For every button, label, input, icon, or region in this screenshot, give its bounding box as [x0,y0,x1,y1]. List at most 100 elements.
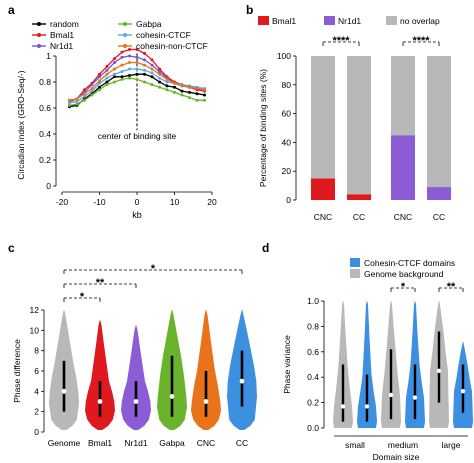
panel-b-bar-1-2 [347,56,371,195]
panel-a-point-0-10 [143,72,146,76]
panel-c-median-5 [239,378,245,384]
panel-a-point-0-15 [180,89,184,93]
panel-a-point-3-6 [113,80,116,84]
panel-a-point-5-18 [203,88,206,92]
panel-a-point-4-11 [150,71,154,75]
panel-d-x-tick-label-0: small [345,440,365,450]
panel-a-legend-marker-0 [37,22,41,26]
panel-a-point-2-3 [90,83,94,87]
panel-a-point-1-7 [120,50,124,54]
panel-c-median-1 [97,399,103,404]
panel-a-x-tick-label: 0 [135,197,140,207]
panel-a-point-1-11 [150,58,154,62]
panel-a-point-1-6 [113,57,116,61]
panel-a-point-4-6 [113,72,116,76]
panel-a-point-4-1 [75,100,79,103]
panel-d-significance-large: ** [438,281,464,293]
panel-b-bar-0-2 [311,56,335,179]
panel-label-a: a [8,3,15,17]
panel-c-y-tick-label: 4 [34,386,39,396]
panel-b-y-tick-label: 100 [277,51,291,61]
panel-a-point-0-7 [120,75,124,79]
panel-a-y-tick-label: 0.4 [39,129,51,139]
panel-a-point-3-5 [105,83,109,87]
panel-c-median-2 [133,399,139,404]
panel-a-legend-marker-5 [123,44,127,48]
panel-b-bar-1-0 [347,194,371,200]
panel-a-x-tick-label: -10 [93,197,106,207]
panel-a-point-1-10 [143,51,146,55]
panel-d-legend-label-0: Genome background [364,269,444,279]
panel-b-legend-swatch-1 [324,16,335,25]
panel-a-point-0-14 [173,85,176,89]
panel-a-point-4-8 [128,67,131,71]
panel-a-point-5-5 [105,72,109,76]
panel-c-significance-genome-nr1d1-label: ** [96,277,105,289]
panel-d-legend-swatch-0 [350,269,360,278]
panel-d-violin-chart: 0.0 0.2 0.4 0.6 0.8 1.0 Phase variance small med… [282,258,473,462]
panel-b-y-tick-label: 40 [282,137,292,147]
panel-a-point-4-3 [90,89,94,93]
panel-a-point-4-9 [135,67,139,71]
panel-a-point-5-9 [135,61,139,64]
panel-a-point-0-6 [113,75,116,79]
panel-a-point-5-7 [120,63,124,67]
panel-d-median-0-0 [340,404,346,409]
panel-b-bar-3-2 [427,56,451,188]
panel-d-y-tick-label: 0.2 [307,398,319,408]
panel-b-y-tick-label: 80 [282,80,292,90]
panel-a-point-5-2 [83,92,86,96]
panel-a-point-1-9 [135,48,139,51]
panel-b-x-tick-label-1: CC [353,212,365,222]
panel-a-point-5-10 [143,63,146,67]
panel-a-point-2-12 [158,70,161,74]
panel-c-x-tick-label-2: Nr1d1 [124,438,147,448]
panel-c-violin-2 [121,325,151,430]
panel-a-point-3-18 [203,98,206,102]
panel-b-x-tick-label-0: CNC [314,212,332,222]
panel-a-point-4-13 [165,80,169,84]
panel-a-x-label: kb [132,210,142,220]
panel-d-median-2-1 [460,388,466,394]
panel-a-point-5-12 [158,72,161,76]
panel-c-y-tick-label: 0 [34,427,39,437]
panel-a-point-5-8 [128,61,131,64]
panel-d-median-1-1 [412,395,418,400]
panel-b-y-tick-label: 20 [282,166,292,176]
panel-a-point-1-8 [128,48,131,51]
panel-a-point-5-14 [173,81,176,85]
panel-b-legend-label-0: Bmal1 [272,16,296,26]
panel-a-y-tick-label: 0.8 [39,77,51,87]
panel-a-y-tick-label: 0.6 [39,103,51,113]
panel-a-point-0-16 [188,90,191,94]
panel-c-median-0 [61,388,67,394]
panel-a-y-tick-label: 1 [46,51,51,61]
panel-c-y-tick-label: 8 [34,346,39,356]
panel-a-point-5-6 [113,67,116,71]
panel-a-legend-marker-4 [123,33,127,37]
panel-c-significance-genome-nr1d1: ** [63,277,137,289]
panel-a-point-2-8 [128,54,131,58]
panel-a-y-tick-label: 0.2 [39,155,51,165]
panel-a-legend-label-3: Gabpa [136,19,162,29]
panel-a-point-4-0 [68,101,71,105]
panel-label-d: d [262,241,269,255]
panel-a-point-4-7 [120,70,124,74]
panel-c-median-3 [169,394,175,399]
panel-a-legend-label-1: Bmal1 [50,30,74,40]
panel-a-point-1-4 [98,72,101,76]
panel-a-point-1-5 [105,64,109,68]
panel-a-point-0-13 [165,84,169,88]
panel-b-significance-2-label: **** [412,35,430,47]
panel-c-significance-genome-cc-label: * [151,263,156,275]
panel-c-significance-genome-cc: * [63,263,243,275]
panel-a-legend-label-0: random [50,19,79,29]
panel-d-median-2-0 [436,368,442,374]
panel-c-x-tick-label-3: Gabpa [159,438,185,448]
panel-b-significance-1-label: **** [332,35,350,47]
panel-c-median-4 [203,399,209,404]
panel-d-median-1-0 [388,392,394,398]
panel-a-legend-label-4: cohesin-CTCF [136,30,191,40]
panel-d-y-tick-label: 0.0 [307,423,319,433]
